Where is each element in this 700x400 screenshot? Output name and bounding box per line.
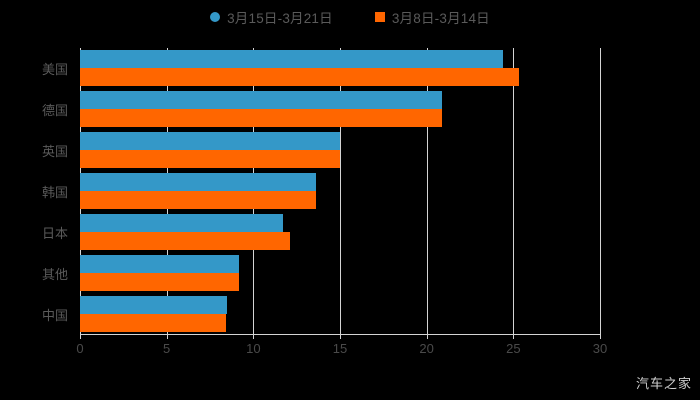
gridline-x-15 [340, 48, 341, 334]
x-tick-label: 5 [163, 341, 171, 356]
gridline-x-20 [426, 48, 428, 334]
y-axis-label: 韩国 [41, 185, 68, 200]
x-tick-mark [80, 335, 81, 339]
y-axis-label: 德国 [41, 103, 68, 119]
x-tick-label: 30 [592, 341, 608, 356]
bar[interactable] [80, 173, 316, 191]
bar[interactable] [80, 213, 283, 232]
legend-label: 3月15日-3月21日 [227, 11, 333, 26]
x-tick-label: 20 [419, 341, 434, 356]
x-tick-label: 25 [506, 341, 521, 356]
bar-group [80, 91, 600, 128]
gridline-x-30 [600, 48, 601, 334]
x-axis-line [80, 334, 601, 335]
bar[interactable] [80, 68, 519, 87]
x-tick-label: 15 [332, 341, 348, 356]
x-tick-mark [600, 335, 601, 339]
watermark-label: 汽车之家 [635, 376, 692, 391]
legend-marker-circle-icon [210, 12, 221, 22]
bar[interactable] [80, 231, 290, 250]
bar[interactable] [80, 191, 316, 209]
bar-group [80, 295, 600, 332]
legend-marker-square-icon [374, 12, 385, 22]
bar[interactable] [80, 295, 228, 314]
bar[interactable] [80, 109, 443, 128]
y-axis-label: 其他 [41, 266, 68, 282]
x-tick-label: 10 [246, 341, 261, 356]
bar-group [80, 213, 600, 250]
chart-legend: 3月15日-3月21日 3月8日-3月14日 [0, 0, 700, 34]
bar-group [80, 173, 600, 209]
x-tick-label: 0 [76, 341, 84, 356]
bar-group [80, 254, 600, 291]
bar[interactable] [80, 313, 226, 332]
bar[interactable] [80, 91, 443, 110]
bar-group [80, 50, 600, 87]
y-axis-label: 中国 [41, 307, 68, 323]
x-tick-mark [426, 335, 428, 339]
bar[interactable] [80, 150, 340, 169]
x-tick-mark [340, 335, 341, 339]
legend-item-0[interactable]: 3月15日-3月21日 [210, 7, 333, 27]
x-tick-mark [513, 335, 515, 339]
x-tick-mark [253, 335, 255, 339]
legend-label: 3月8日-3月14日 [391, 11, 490, 26]
y-axis-label: 美国 [41, 62, 68, 78]
x-tick-mark [166, 335, 168, 339]
gridline-x-25 [513, 48, 515, 334]
bar[interactable] [80, 50, 503, 69]
bar[interactable] [80, 132, 340, 151]
bar[interactable] [80, 272, 240, 291]
bar[interactable] [80, 254, 240, 273]
y-axis-label: 英国 [41, 144, 68, 160]
plot-area [80, 48, 601, 334]
y-axis-label: 日本 [41, 225, 68, 241]
legend-item-1[interactable]: 3月8日-3月14日 [374, 7, 490, 27]
bar-group [80, 132, 600, 169]
